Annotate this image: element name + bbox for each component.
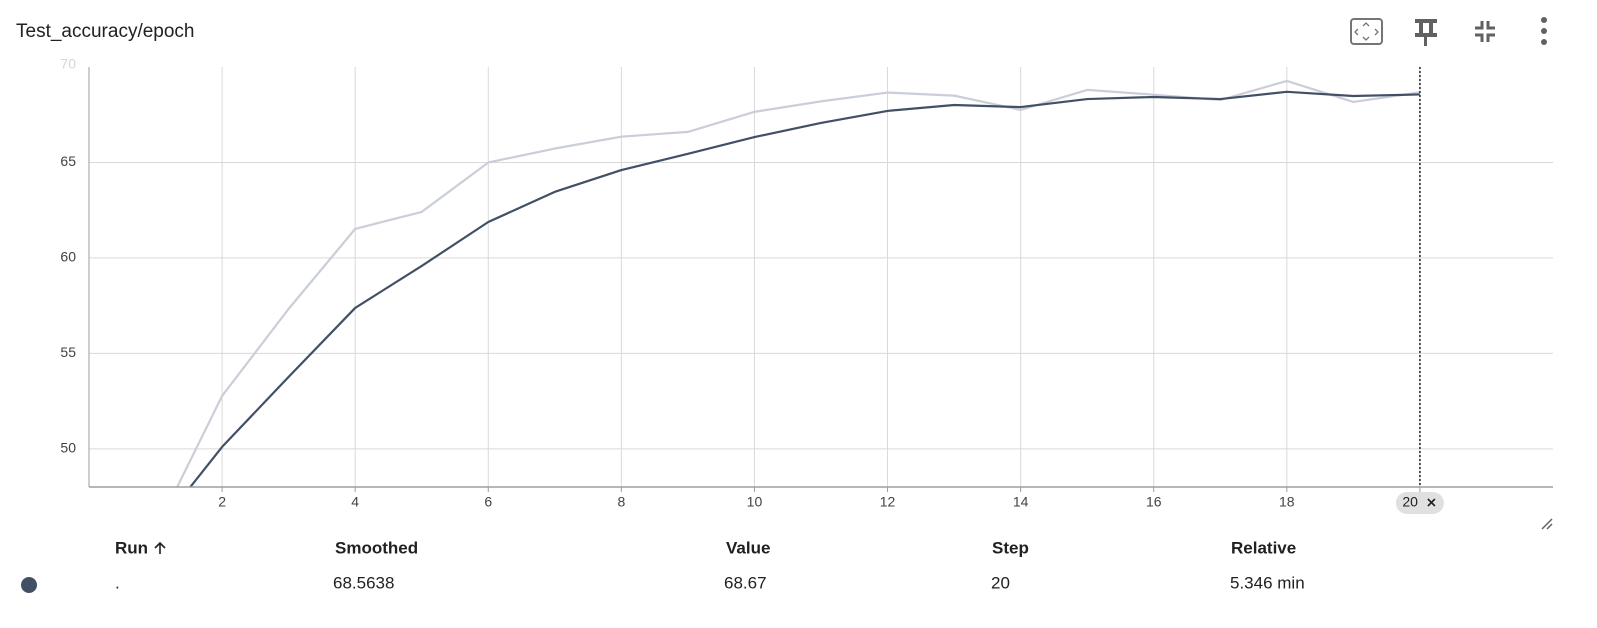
- hover-step-chip: [1395, 492, 1444, 514]
- x-tick-label: 6: [484, 494, 492, 510]
- y-tick-label: 70: [60, 56, 76, 72]
- y-tick-label: 50: [60, 440, 76, 456]
- series-line: [175, 79, 1421, 487]
- x-tick-label: 4: [351, 494, 359, 510]
- x-tick-label: 14: [1013, 494, 1029, 510]
- x-tick-label: 18: [1279, 494, 1295, 510]
- table-header: Relative: [1231, 538, 1296, 557]
- x-tick-label: 20: [1402, 494, 1418, 510]
- collapse-button[interactable]: [1475, 21, 1495, 42]
- y-tick-label: 60: [60, 249, 76, 265]
- x-tick-label: 10: [747, 494, 763, 510]
- table-header: Value: [726, 538, 770, 557]
- y-tick-label: 55: [60, 344, 76, 360]
- sort-arrow-icon: [154, 541, 166, 554]
- table-header: Step: [992, 538, 1029, 557]
- fit-domain-button[interactable]: [1350, 18, 1383, 45]
- run-color-dot: [21, 577, 37, 593]
- table-cell: 5.346 min: [1230, 573, 1305, 592]
- pin-button[interactable]: [1415, 19, 1437, 46]
- x-tick-label: 16: [1146, 494, 1162, 510]
- table-cell: 20: [991, 573, 1010, 592]
- x-tick-label: 8: [617, 494, 625, 510]
- clear-step-icon: [1427, 498, 1436, 507]
- more-menu-button[interactable]: [1541, 17, 1547, 45]
- chart-title: Test_accuracy/epoch: [16, 21, 195, 42]
- table-header: Run: [115, 538, 148, 557]
- x-tick-label: 12: [880, 494, 896, 510]
- resize-handle[interactable]: [1541, 518, 1553, 530]
- table-header: Smoothed: [335, 538, 418, 557]
- table-cell: .: [115, 573, 120, 592]
- x-tick-label: 2: [218, 494, 226, 510]
- table-cell: 68.67: [724, 573, 767, 592]
- y-tick-label: 65: [60, 153, 76, 169]
- series-line: [188, 90, 1420, 487]
- table-cell: 68.5638: [333, 573, 394, 592]
